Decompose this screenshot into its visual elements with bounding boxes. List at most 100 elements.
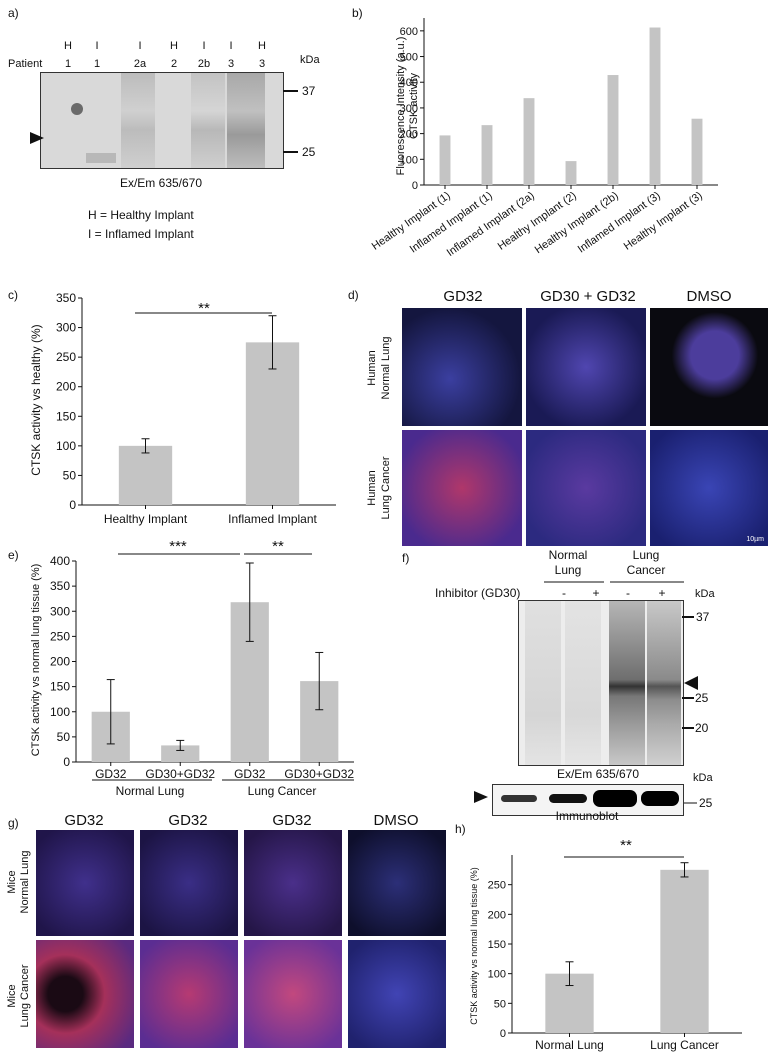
panel-h-letter: h) (455, 822, 466, 836)
panel-f-marker-20: 20 (695, 721, 709, 735)
panel-a-lane-group: I (229, 40, 233, 52)
y-tick-label: 0 (412, 180, 418, 192)
bar (565, 161, 577, 185)
y-tick-label: 350 (56, 291, 76, 305)
panel-c-chart: 0 50 100 150 200 250 300 350 Healthy Implant Infl… (56, 291, 336, 526)
panel-g-image-cancer-2 (140, 940, 238, 1048)
y-tick-label: 50 (494, 998, 506, 1010)
panel-a-lane-patient: 2 (170, 58, 178, 70)
y-tick-label: 150 (488, 939, 506, 951)
y-tick-label: 300 (56, 321, 76, 335)
panel-f-inhibitor-sign: + (658, 586, 666, 600)
panel-g-image-cancer-1 (36, 940, 134, 1048)
panel-d-scale-bar-label: 10µm (746, 536, 764, 543)
y-tick-label: 600 (400, 26, 418, 38)
panel-h-significance: ** (620, 837, 632, 854)
y-tick-label: 200 (50, 655, 70, 669)
panel-d-image-cancer-dmso: 10µm (650, 430, 768, 546)
panel-f-group2-line2: Cancer (626, 563, 666, 577)
panel-a-letter: a) (8, 6, 19, 20)
category-label: GD32 (95, 767, 127, 781)
panel-g-col-1: GD32 (64, 812, 104, 829)
category-label: GD32 (234, 767, 266, 781)
panel-a-marker-25: 25 (302, 145, 316, 159)
panel-a-lane-group: I (95, 40, 99, 52)
panel-g-image-cancer-3 (244, 940, 342, 1048)
panel-g-image-normal-1 (36, 830, 134, 936)
y-tick-label: 0 (69, 498, 76, 512)
panel-g-col-2: GD32 (168, 812, 208, 829)
panel-a-lane-group: I (138, 40, 142, 52)
panel-e-group-1: Normal Lung (115, 784, 185, 798)
y-tick-label: 0 (500, 1028, 506, 1040)
panel-f-group2-line1: Lung (632, 548, 660, 562)
panel-e-sig-2: ** (272, 538, 284, 555)
panel-f-kda-bottom: kDa (693, 772, 713, 784)
panel-d-letter: d) (348, 288, 359, 302)
y-tick-label: 300 (400, 103, 418, 115)
y-tick-label: 100 (56, 439, 76, 453)
panel-g-image-cancer-dmso (348, 940, 446, 1048)
y-tick-label: 250 (50, 629, 70, 643)
y-tick-label: 400 (400, 77, 418, 89)
panel-f-inhibitor-sign: - (562, 586, 566, 600)
y-tick-label: 50 (57, 730, 71, 744)
panel-a-lane-group: H (64, 40, 72, 52)
y-tick-label: 150 (56, 409, 76, 423)
panel-e-group-2: Lung Cancer (247, 784, 317, 798)
panel-f-letter: f) (402, 551, 410, 565)
panel-d-col-2: GD30 + GD32 (540, 288, 636, 305)
panel-d-col-1: GD32 (443, 288, 483, 305)
y-tick-label: 150 (50, 680, 70, 694)
panel-d-image-normal-gd30-gd32 (526, 308, 646, 426)
panel-f-gel-image (518, 600, 684, 766)
panel-a-lane-group: I (202, 40, 206, 52)
y-tick-label: 300 (50, 604, 70, 618)
y-tick-label: 100 (400, 154, 418, 166)
panel-a-patient-label: Patient (8, 58, 43, 70)
bar (523, 98, 535, 185)
panel-a-lane-patient: 1 (64, 58, 72, 70)
category-label: Healthy Implant (104, 512, 188, 526)
category-label: Lung Cancer (650, 1038, 719, 1052)
panel-a-lane-patient: 1 (93, 58, 101, 70)
y-tick-label: 500 (400, 52, 418, 64)
bar (161, 745, 200, 762)
panel-f-inhibitor-sign: - (626, 586, 630, 600)
panel-f-kda-top: kDa (695, 588, 715, 600)
y-tick-label: 200 (400, 129, 418, 141)
panel-f-marker-25: 25 (695, 691, 709, 705)
panel-c-significance: ** (198, 300, 210, 317)
category-label: GD30+GD32 (284, 767, 354, 781)
y-tick-label: 400 (50, 554, 70, 568)
panel-a-gel-image (40, 72, 284, 169)
bar (481, 125, 493, 185)
panel-d-col-3: DMSO (686, 288, 732, 305)
bar (649, 27, 661, 186)
panel-f-immunoblot-image (492, 784, 684, 816)
panel-a-lane-patient: 3 (258, 58, 266, 70)
panel-g-col-4: DMSO (373, 812, 419, 829)
panel-a-exem: Ex/Em 635/670 (119, 176, 203, 190)
panel-f-marker-bottom: 25 (699, 796, 713, 810)
panel-a-legend-h: H = Healthy Implant (88, 208, 194, 222)
panel-d-image-normal-gd32 (402, 308, 522, 426)
category-label: GD30+GD32 (145, 767, 215, 781)
panel-e-chart: 0 50 100 150 200 250 300 350 400 GD32 GD30+GD32 GD3… (50, 553, 354, 781)
panel-a-lane-patient: 2b (197, 58, 211, 70)
panel-f-inhibitor-sign: + (592, 586, 600, 600)
panel-f-immunoblot-label: Immunoblot (555, 809, 619, 823)
category-label: Normal Lung (535, 1038, 604, 1052)
panel-g-image-normal-dmso (348, 830, 446, 936)
y-tick-label: 50 (63, 468, 77, 482)
panel-b-letter: b) (352, 6, 363, 20)
y-tick-label: 0 (63, 755, 70, 769)
bar (439, 135, 451, 185)
panel-f-exem: Ex/Em 635/670 (556, 767, 640, 781)
panel-a-legend-i: I = Inflamed Implant (88, 227, 194, 241)
panel-a-marker-37: 37 (302, 84, 316, 98)
panel-f-group1-line2: Lung (554, 563, 582, 577)
